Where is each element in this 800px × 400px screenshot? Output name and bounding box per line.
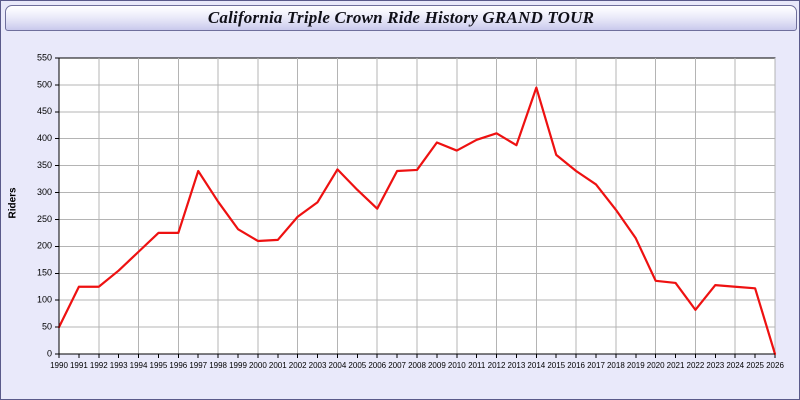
- svg-text:2022: 2022: [687, 361, 705, 370]
- svg-text:2003: 2003: [309, 361, 327, 370]
- series-line-riders: [57, 86, 777, 356]
- window-title-bar: California Triple Crown Ride History GRA…: [5, 5, 797, 31]
- svg-text:400: 400: [37, 133, 52, 143]
- y-axis-ticks: 0 50 100 150 200 250 300 350 400 450 500 550: [37, 52, 59, 358]
- axes: [58, 58, 775, 355]
- x-axis-ticks: 1990 1991 1992 1993 1994 1995 1996 1997 1998 1999…: [50, 354, 784, 370]
- svg-text:2001: 2001: [269, 361, 287, 370]
- svg-text:2004: 2004: [329, 361, 347, 370]
- chart-title: California Triple Crown Ride History GRA…: [207, 8, 595, 27]
- svg-text:2025: 2025: [746, 361, 764, 370]
- svg-text:2023: 2023: [706, 361, 724, 370]
- grid-lines: [59, 58, 776, 354]
- svg-text:250: 250: [37, 214, 52, 224]
- svg-text:1998: 1998: [209, 361, 227, 370]
- data-series-riders: [57, 86, 777, 356]
- svg-text:200: 200: [37, 241, 52, 251]
- svg-text:1990: 1990: [50, 361, 68, 370]
- svg-text:1997: 1997: [189, 361, 207, 370]
- svg-text:2010: 2010: [448, 361, 466, 370]
- svg-text:2009: 2009: [428, 361, 446, 370]
- svg-text:50: 50: [42, 321, 52, 331]
- svg-text:550: 550: [37, 52, 52, 62]
- svg-text:1999: 1999: [229, 361, 247, 370]
- svg-text:2011: 2011: [468, 361, 486, 370]
- svg-text:1991: 1991: [70, 361, 88, 370]
- svg-text:1996: 1996: [169, 361, 187, 370]
- svg-text:1993: 1993: [110, 361, 128, 370]
- svg-text:2019: 2019: [627, 361, 645, 370]
- svg-text:0: 0: [47, 348, 52, 358]
- chart-plot-container: Riders 0 50 100 150 200 250 300 350 400 450 500 550…: [1, 33, 799, 399]
- svg-text:2018: 2018: [607, 361, 625, 370]
- svg-text:350: 350: [37, 160, 52, 170]
- svg-text:2020: 2020: [647, 361, 665, 370]
- svg-text:2006: 2006: [368, 361, 386, 370]
- svg-text:300: 300: [37, 187, 52, 197]
- svg-text:100: 100: [37, 295, 52, 305]
- svg-text:500: 500: [37, 79, 52, 89]
- svg-text:2000: 2000: [249, 361, 267, 370]
- svg-text:450: 450: [37, 106, 52, 116]
- svg-text:2012: 2012: [488, 361, 506, 370]
- svg-text:2017: 2017: [587, 361, 605, 370]
- svg-text:1995: 1995: [150, 361, 168, 370]
- svg-text:2021: 2021: [667, 361, 685, 370]
- svg-text:2002: 2002: [289, 361, 307, 370]
- svg-text:2016: 2016: [567, 361, 585, 370]
- svg-text:1994: 1994: [130, 361, 148, 370]
- svg-text:150: 150: [37, 268, 52, 278]
- svg-text:2014: 2014: [527, 361, 545, 370]
- svg-text:1992: 1992: [90, 361, 108, 370]
- svg-text:2013: 2013: [508, 361, 526, 370]
- svg-text:2007: 2007: [388, 361, 406, 370]
- svg-text:2024: 2024: [726, 361, 744, 370]
- svg-text:2005: 2005: [348, 361, 366, 370]
- svg-text:2008: 2008: [408, 361, 426, 370]
- svg-text:2015: 2015: [547, 361, 565, 370]
- svg-text:2026: 2026: [766, 361, 784, 370]
